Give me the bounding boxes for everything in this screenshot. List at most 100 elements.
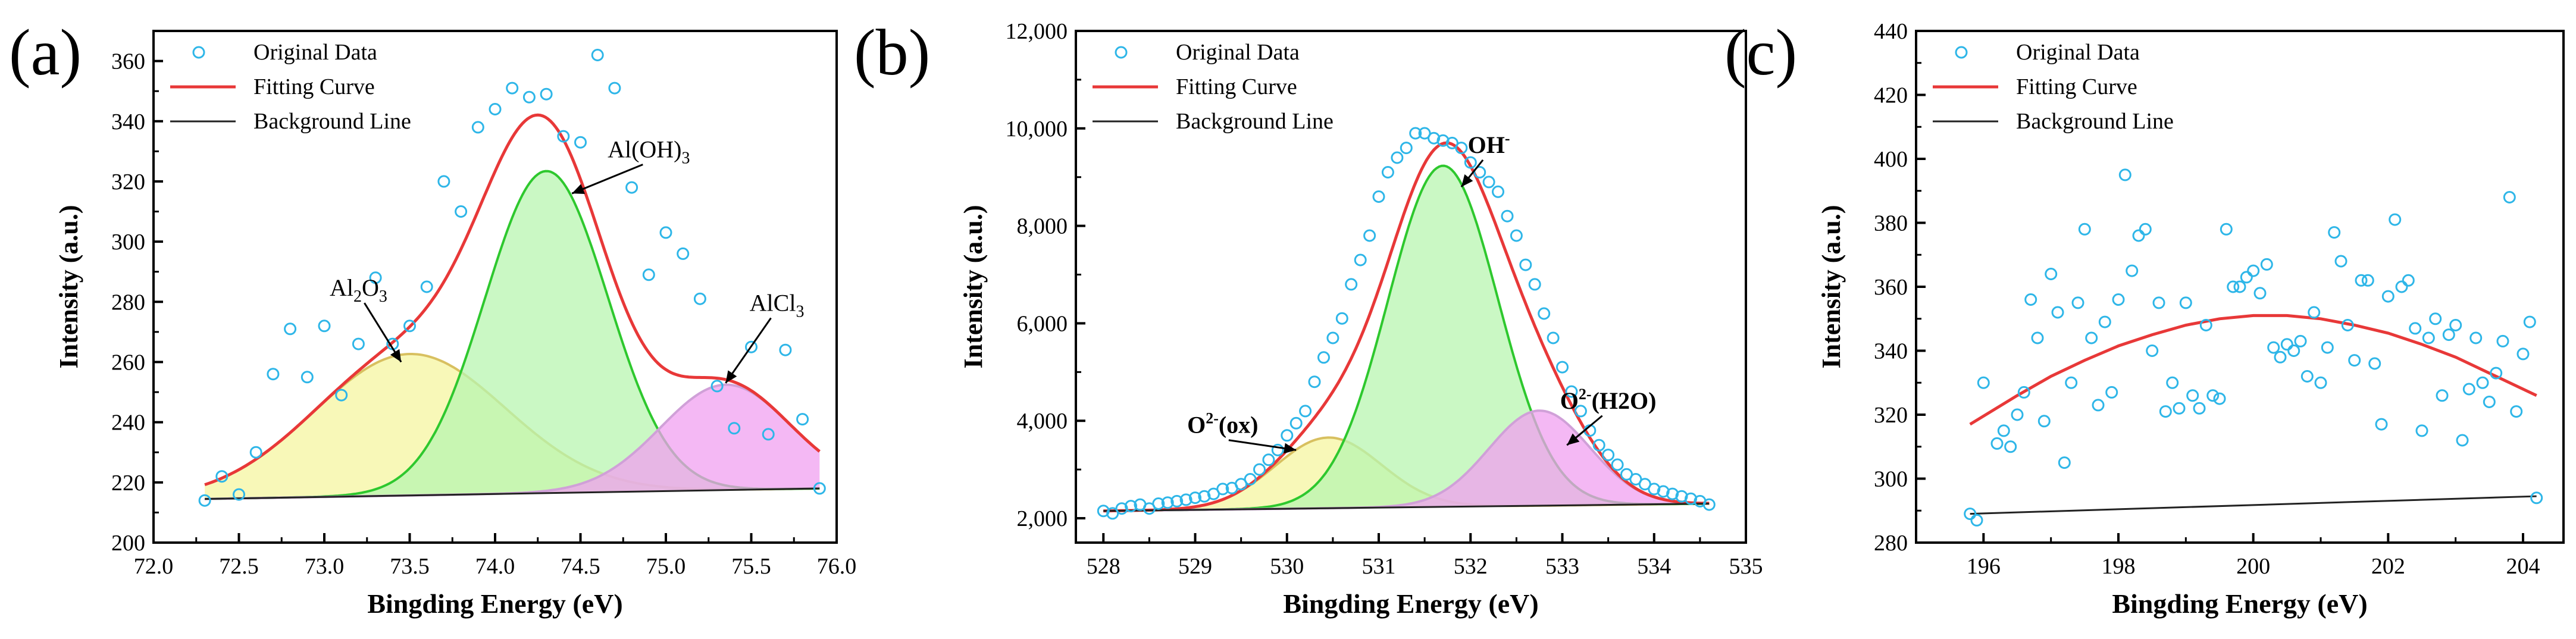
data-point <box>608 82 621 95</box>
data-point <box>1161 496 1174 509</box>
data-point <box>2098 315 2111 328</box>
data-point <box>2389 213 2402 226</box>
x-tick-label: 75.5 <box>731 554 771 579</box>
data-point <box>2287 344 2300 357</box>
y-tick-label: 280 <box>1874 531 1908 556</box>
data-point <box>2483 396 2496 408</box>
data-point <box>2308 306 2321 319</box>
data-point <box>403 320 416 333</box>
data-point <box>557 130 570 143</box>
background-line <box>1970 495 2537 515</box>
data-point <box>2267 341 2280 354</box>
data-point <box>591 49 604 61</box>
data-point <box>489 103 502 115</box>
data-point <box>2031 331 2044 344</box>
y-tick-label: 300 <box>1874 467 1908 492</box>
data-point <box>1271 443 1284 456</box>
x-tick-label: 534 <box>1637 554 1671 579</box>
data-point <box>2253 287 2267 300</box>
data-point <box>1519 258 1532 271</box>
data-point <box>2516 347 2530 361</box>
data-point <box>1179 493 1192 506</box>
data-point <box>1317 351 1330 364</box>
y-tick-label: 8,000 <box>1017 214 1068 239</box>
panel-label: (b) <box>854 16 930 89</box>
data-point <box>2476 376 2489 389</box>
axes-frame <box>1075 30 1747 544</box>
y-tick-label: 380 <box>1874 211 1908 236</box>
data-point <box>2260 258 2273 271</box>
data-point <box>2348 354 2361 367</box>
annotation-arrowhead <box>572 184 586 194</box>
data-point <box>1253 463 1266 476</box>
data-point <box>2159 405 2172 418</box>
data-point <box>1464 156 1477 169</box>
data-point <box>2058 456 2071 469</box>
data-point <box>301 371 314 384</box>
data-point <box>2429 312 2442 325</box>
legend-marker-original <box>1115 46 1128 59</box>
y-tick-label: 10,000 <box>1006 117 1068 142</box>
data-point <box>2334 255 2347 268</box>
data-point <box>2152 296 2165 309</box>
data-point <box>1326 331 1339 344</box>
data-point <box>1455 142 1468 155</box>
data-point <box>2118 168 2131 181</box>
peak-annotation: OH- <box>1468 130 1510 158</box>
data-point <box>2294 334 2307 347</box>
data-point <box>1492 185 1504 198</box>
data-point <box>2328 226 2341 239</box>
y-tick-label: 12,000 <box>1006 19 1068 44</box>
data-point <box>2105 386 2118 399</box>
data-point <box>2146 344 2159 357</box>
annotation-part: 2- <box>1206 410 1219 427</box>
data-point <box>1574 405 1587 418</box>
peak-annotation: O2-(H2O) <box>1560 386 1657 414</box>
data-point <box>2247 264 2260 277</box>
data-point <box>710 380 724 393</box>
x-tick-label: 533 <box>1545 554 1579 579</box>
x-tick-label: 72.0 <box>134 554 174 579</box>
annotation-arrow <box>725 317 772 384</box>
data-point <box>1281 429 1294 442</box>
data-point <box>2240 271 2253 284</box>
x-tick-label: 531 <box>1362 554 1396 579</box>
fitting-curve <box>204 113 821 487</box>
data-point <box>2510 405 2523 418</box>
x-tick-label: 196 <box>1967 554 2001 579</box>
data-point <box>1363 229 1376 242</box>
annotation-part: O <box>1187 412 1206 438</box>
data-point <box>762 428 775 441</box>
data-point <box>2051 306 2064 319</box>
data-point <box>1391 151 1404 164</box>
data-point <box>2409 322 2422 335</box>
data-point <box>2422 331 2435 344</box>
data-point <box>284 322 297 336</box>
plot-area <box>198 49 826 507</box>
x-tick-label: 73.5 <box>390 554 430 579</box>
data-point <box>2321 341 2334 354</box>
data-point <box>1970 513 1983 527</box>
annotation-part: O <box>1560 387 1579 414</box>
annotation-part: - <box>1505 130 1510 147</box>
annotation-part: OH <box>1468 131 1505 158</box>
peak-annotation: Al(OH)3 <box>608 136 690 167</box>
y-axis-label: Intensity (a.u.) <box>959 205 988 368</box>
data-point <box>1990 437 2004 450</box>
data-point <box>249 446 262 459</box>
data-point <box>2442 328 2455 342</box>
y-tick-label: 220 <box>111 471 145 496</box>
annotation-part: (ox) <box>1219 412 1259 438</box>
data-point <box>1262 453 1275 466</box>
data-point <box>1354 253 1367 267</box>
chart-panel-1: 72.0 72.5 73.0 73.5 74.0 74.5 75.0 75.5 76.0 200 2… <box>9 16 856 619</box>
data-point <box>1289 416 1303 430</box>
panel-label: (a) <box>9 16 82 89</box>
peak-annotation: O2-(ox) <box>1187 410 1258 438</box>
data-point <box>2456 434 2469 447</box>
annotation-part: AlCl <box>750 289 796 316</box>
data-point <box>2314 376 2327 389</box>
data-point <box>2132 229 2145 242</box>
chart-panel-2: 528 529 530 531 532 533 534 535 2,000 4,000 6,000 8… <box>854 16 1763 619</box>
peak-area-O2-(ox) <box>1103 437 1710 511</box>
